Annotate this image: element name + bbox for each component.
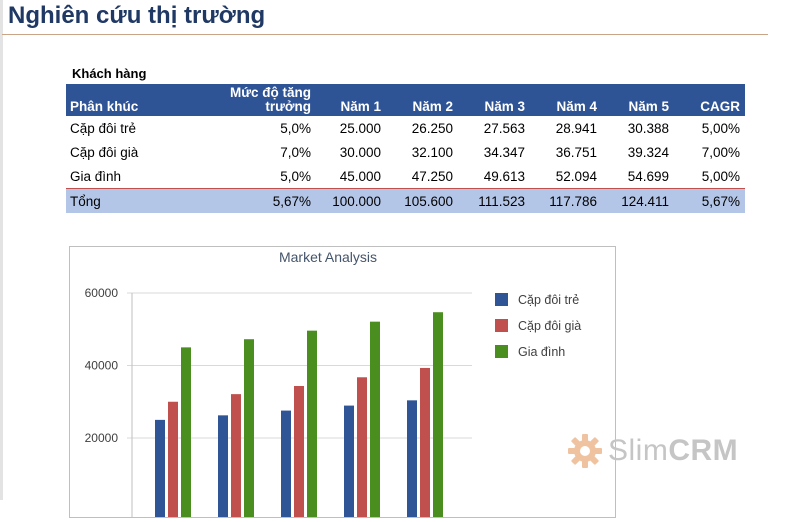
bar xyxy=(281,410,291,522)
table-cell[interactable]: 34.347 xyxy=(483,144,525,160)
title-divider xyxy=(2,34,768,35)
table-cell[interactable]: 36.751 xyxy=(555,144,597,160)
watermark-text: SlimCRM xyxy=(608,434,738,468)
table-cell[interactable]: 49.613 xyxy=(483,168,525,184)
table-cell[interactable]: 30.000 xyxy=(339,144,381,160)
total-cell[interactable]: 100.000 xyxy=(316,188,386,213)
bar xyxy=(433,312,443,522)
header-cell[interactable]: CAGR xyxy=(674,84,745,116)
page-title: Nghiên cứu thị trường xyxy=(8,2,266,29)
bar xyxy=(181,347,191,522)
y-tick-label: 40000 xyxy=(85,359,119,373)
total-cell[interactable]: 5,67% xyxy=(674,188,745,213)
y-tick-label: 20000 xyxy=(85,431,119,445)
table-cell[interactable]: 27.563 xyxy=(483,120,525,136)
bar xyxy=(370,321,380,522)
table-cell[interactable]: Cặp đôi già xyxy=(70,144,139,160)
table-header-row: Phân khúc Mức độ tăng trưởng Năm 1 Năm 2… xyxy=(66,84,745,116)
table-cell[interactable]: 5,0% xyxy=(280,120,311,136)
legend-label: Cặp đôi trẻ xyxy=(518,293,579,307)
legend-swatch xyxy=(495,293,508,306)
gear-icon xyxy=(568,434,602,468)
y-tick-label: 60000 xyxy=(85,286,119,300)
customer-table: Phân khúc Mức độ tăng trưởng Năm 1 Năm 2… xyxy=(66,84,745,213)
table-cell[interactable]: 5,0% xyxy=(280,168,311,184)
header-cell[interactable]: Năm 3 xyxy=(458,84,530,116)
bar xyxy=(294,385,304,522)
bar xyxy=(168,401,178,522)
table-cell[interactable]: 39.324 xyxy=(627,144,669,160)
table-cell[interactable]: 5,00% xyxy=(701,168,740,184)
header-cell[interactable]: Năm 2 xyxy=(386,84,458,116)
bar xyxy=(407,400,417,522)
table-cell[interactable]: 25.000 xyxy=(339,120,381,136)
table-cell[interactable]: 47.250 xyxy=(411,168,453,184)
table-cell[interactable]: Gia đình xyxy=(70,168,122,184)
legend-label: Cặp đôi già xyxy=(518,319,581,333)
header-cell[interactable]: Phân khúc xyxy=(66,84,196,116)
bar xyxy=(420,367,430,522)
bar xyxy=(344,405,354,522)
total-cell[interactable]: 117.786 xyxy=(530,188,602,213)
legend-swatch xyxy=(495,319,508,332)
table-cell[interactable]: 30.388 xyxy=(627,120,669,136)
header-cell[interactable]: Năm 1 xyxy=(316,84,386,116)
bar xyxy=(218,415,228,522)
total-cell[interactable]: 111.523 xyxy=(458,188,530,213)
total-cell[interactable]: 5,67% xyxy=(196,188,316,213)
table-cell[interactable]: 45.000 xyxy=(339,168,381,184)
table-cell[interactable]: Cặp đôi trẻ xyxy=(70,120,137,136)
sheet-left-edge xyxy=(0,0,3,500)
table-row: Gia đình 5,0% 45.000 47.250 49.613 52.09… xyxy=(66,164,745,189)
bar xyxy=(231,394,241,522)
table-cell[interactable]: 5,00% xyxy=(701,120,740,136)
table-cell[interactable]: 32.100 xyxy=(411,144,453,160)
header-cell[interactable]: Năm 4 xyxy=(530,84,602,116)
bar xyxy=(244,339,254,522)
bar xyxy=(357,377,367,522)
table-row: Cặp đôi già 7,0% 30.000 32.100 34.347 36… xyxy=(66,140,745,164)
bar xyxy=(155,419,165,522)
watermark-text-light: Slim xyxy=(608,434,669,467)
chart-title: Market Analysis xyxy=(279,249,377,265)
table-row: Cặp đôi trẻ 5,0% 25.000 26.250 27.563 28… xyxy=(66,116,745,140)
legend-swatch xyxy=(495,345,508,358)
legend-label: Gia đình xyxy=(518,345,565,359)
chart-canvas: Market Analysis 60000 40000 20000 Cặp đôi tr… xyxy=(85,249,581,522)
table-cell[interactable]: 26.250 xyxy=(411,120,453,136)
table-cell[interactable]: 7,0% xyxy=(280,144,311,160)
total-row: Tổng 5,67% 100.000 105.600 111.523 117.7… xyxy=(66,188,745,213)
table-cell[interactable]: 7,00% xyxy=(701,144,740,160)
total-cell[interactable]: 105.600 xyxy=(386,188,458,213)
section-label: Khách hàng xyxy=(72,66,147,81)
header-cell[interactable]: Năm 5 xyxy=(602,84,674,116)
market-analysis-chart[interactable]: Market Analysis 60000 40000 20000 Cặp đôi tr… xyxy=(69,246,616,522)
header-cell[interactable]: Mức độ tăng trưởng xyxy=(196,84,316,116)
table-cell[interactable]: 52.094 xyxy=(555,168,597,184)
slimcrm-watermark: SlimCRM xyxy=(566,432,738,470)
table-cell[interactable]: 28.941 xyxy=(555,120,597,136)
total-cell[interactable]: 124.411 xyxy=(602,188,674,213)
table-cell[interactable]: 54.699 xyxy=(627,168,669,184)
total-cell[interactable]: Tổng xyxy=(66,188,196,213)
bar xyxy=(307,330,317,522)
watermark-text-bold: CRM xyxy=(668,434,739,467)
